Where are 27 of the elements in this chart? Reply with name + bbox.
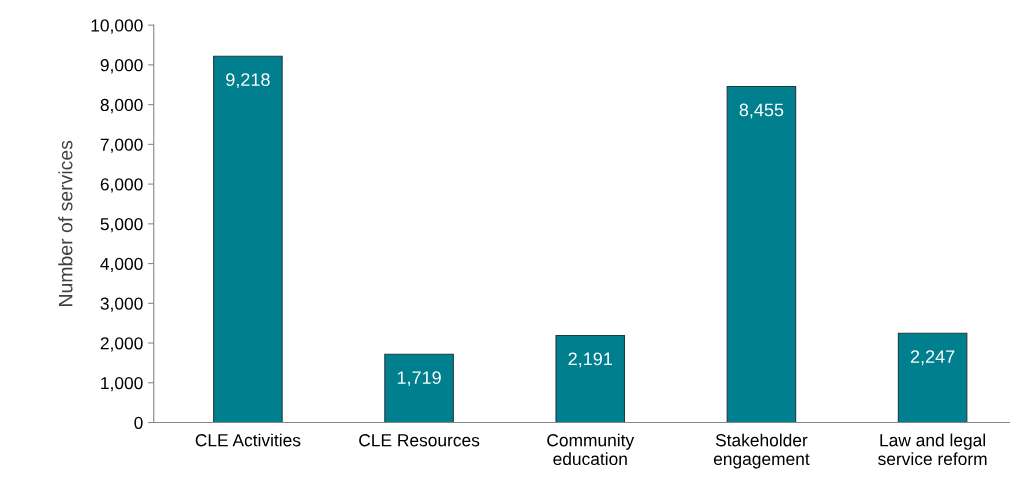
- y-tick-label: 1,000: [101, 376, 143, 392]
- bar: [555, 334, 626, 423]
- y-tick-label: 10,000: [91, 19, 143, 34]
- y-tick-label: 3,000: [100, 297, 143, 312]
- bar: [213, 55, 283, 423]
- y-tick-label: 9,000: [100, 59, 143, 74]
- data-label: 1,719: [397, 371, 441, 387]
- x-tick-label: Stakeholder engagement: [713, 433, 810, 469]
- data-label: 8,455: [739, 103, 784, 119]
- y-tick-label: 0: [134, 416, 143, 429]
- y-tick-label: 8,000: [100, 98, 143, 114]
- bar: [897, 332, 968, 423]
- x-tick-label: CLE Activities: [195, 433, 301, 447]
- x-tick-label: Community education: [547, 433, 635, 466]
- data-label: 9,218: [226, 73, 270, 89]
- y-tick-label: 4,000: [100, 257, 143, 273]
- bar: [726, 85, 797, 423]
- data-label: 2,191: [568, 352, 612, 368]
- y-tick-label: 5,000: [100, 218, 143, 233]
- x-tick-label: Law and legal service reform: [878, 433, 987, 466]
- y-tick-label: 7,000: [100, 138, 143, 153]
- y-axis-title: Number of services: [58, 140, 73, 306]
- bar: [384, 353, 454, 423]
- y-tick-label: 6,000: [100, 178, 143, 193]
- y-tick-label: 2,000: [100, 337, 143, 352]
- x-tick-label: CLE Resources: [359, 434, 480, 447]
- data-label: 2,247: [910, 350, 955, 366]
